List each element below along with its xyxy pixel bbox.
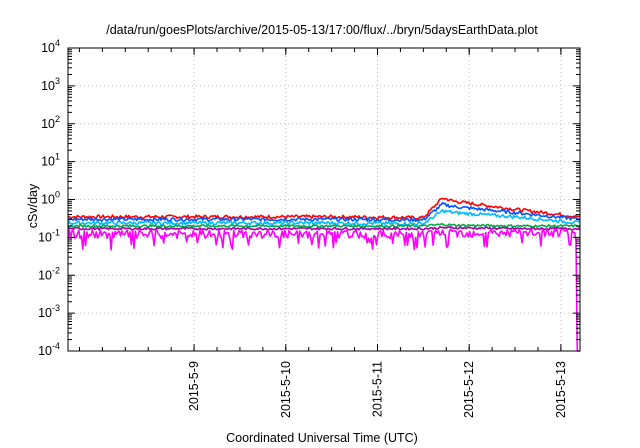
x-axis-label: Coordinated Universal Time (UTC) xyxy=(226,431,418,445)
series-line xyxy=(67,209,581,227)
x-tick-labels: 2015-5-9 2015-5-10 2015-5-11 2015-5-12 2015-… xyxy=(187,361,568,418)
series-line xyxy=(67,201,581,223)
y-tick-label: 104 xyxy=(41,38,60,55)
y-tick-label: 10-1 xyxy=(38,227,60,244)
y-tick-label: 103 xyxy=(41,76,60,93)
y-tick-label: 10-3 xyxy=(38,303,60,320)
y-tick-label: 100 xyxy=(41,190,60,207)
x-tick-label: 2015-5-13 xyxy=(554,361,568,418)
y-tick-label: 10-4 xyxy=(38,341,60,358)
y-tick-label: 101 xyxy=(41,152,60,169)
ticks xyxy=(68,47,580,352)
grid xyxy=(68,48,580,351)
series-line xyxy=(67,225,581,231)
x-tick-label: 2015-5-10 xyxy=(279,361,293,418)
y-tick-labels: 104 103 102 101 100 10-1 10-2 10-3 10-4 xyxy=(38,38,60,358)
y-tick-label: 102 xyxy=(41,114,60,131)
y-axis-label: cSv/day xyxy=(26,183,40,228)
chart-title: /data/run/goesPlots/archive/2015-05-13/1… xyxy=(106,23,538,37)
series-lines xyxy=(67,197,581,352)
series-line xyxy=(67,228,580,352)
y-tick-label: 10-2 xyxy=(38,265,60,282)
x-tick-label: 2015-5-12 xyxy=(462,361,476,418)
x-tick-label: 2015-5-11 xyxy=(370,361,384,417)
series-line xyxy=(67,223,581,228)
x-tick-label: 2015-5-9 xyxy=(187,361,201,411)
series-line xyxy=(67,197,581,220)
